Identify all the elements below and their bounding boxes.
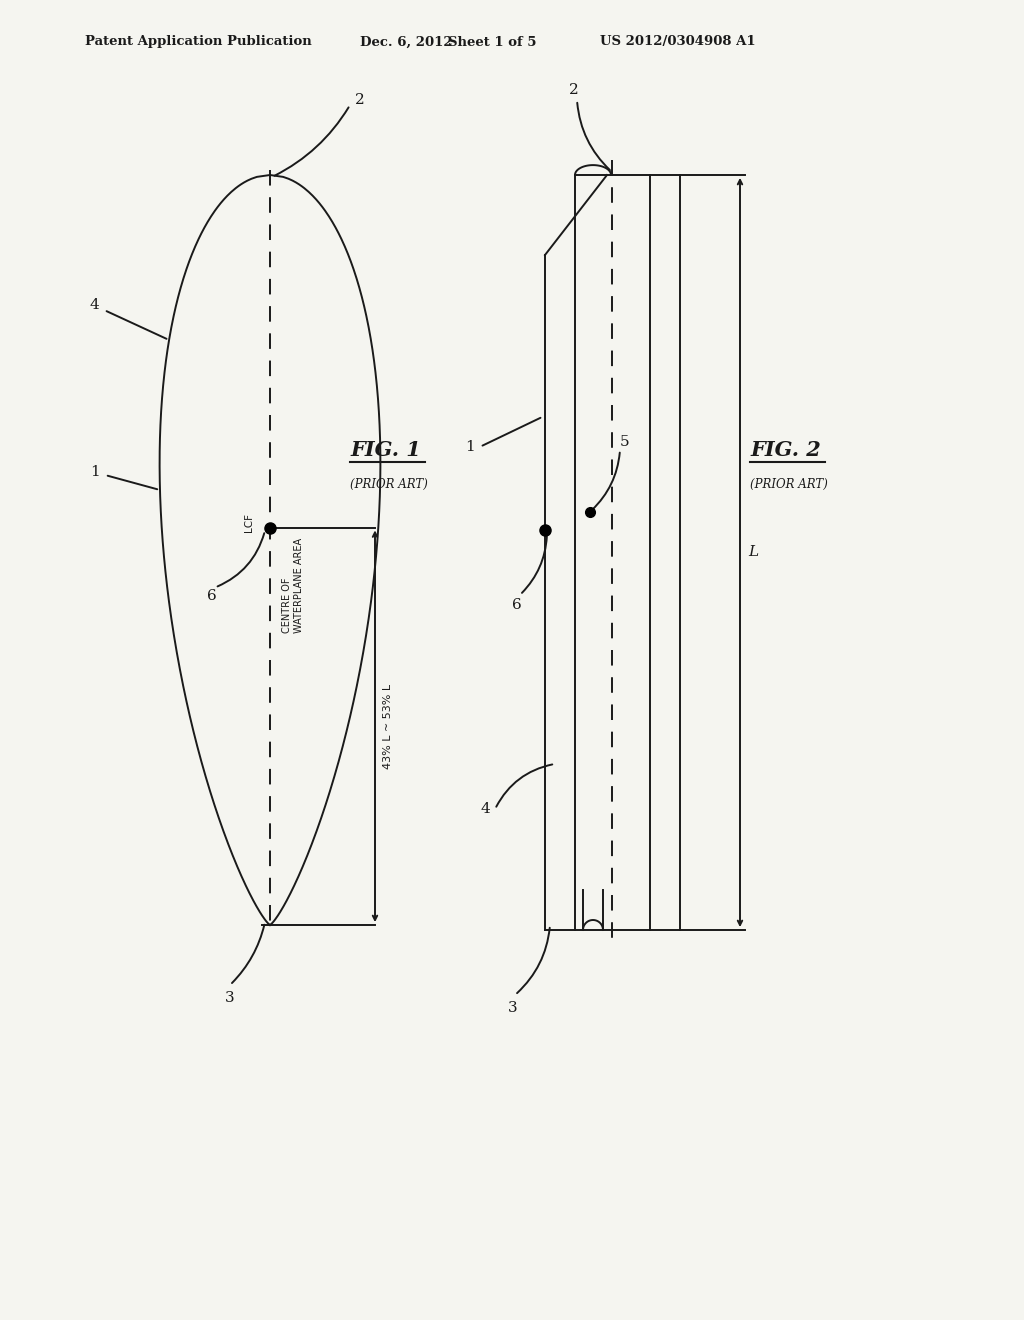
Text: (PRIOR ART): (PRIOR ART) <box>750 478 827 491</box>
Text: 2: 2 <box>569 83 579 96</box>
Text: 2: 2 <box>355 92 365 107</box>
Text: (PRIOR ART): (PRIOR ART) <box>350 478 428 491</box>
Text: LCF: LCF <box>244 513 254 532</box>
Text: CENTRE OF
WATERPLANE AREA: CENTRE OF WATERPLANE AREA <box>282 537 303 632</box>
Text: Sheet 1 of 5: Sheet 1 of 5 <box>449 36 537 49</box>
Text: 4: 4 <box>89 298 99 312</box>
Text: 3: 3 <box>508 1001 518 1015</box>
Text: Dec. 6, 2012: Dec. 6, 2012 <box>360 36 453 49</box>
Text: FIG. 1: FIG. 1 <box>350 440 421 459</box>
Text: US 2012/0304908 A1: US 2012/0304908 A1 <box>600 36 756 49</box>
Text: 43% L ~ 53% L: 43% L ~ 53% L <box>383 684 393 768</box>
Text: L: L <box>748 545 758 560</box>
Text: 6: 6 <box>207 589 217 602</box>
Text: 4: 4 <box>480 803 489 816</box>
Text: 1: 1 <box>465 440 475 454</box>
Text: 1: 1 <box>90 465 100 479</box>
Text: 6: 6 <box>512 598 522 612</box>
Text: 5: 5 <box>621 434 630 449</box>
Text: 3: 3 <box>225 991 234 1005</box>
Text: FIG. 2: FIG. 2 <box>750 440 821 459</box>
Text: Patent Application Publication: Patent Application Publication <box>85 36 311 49</box>
